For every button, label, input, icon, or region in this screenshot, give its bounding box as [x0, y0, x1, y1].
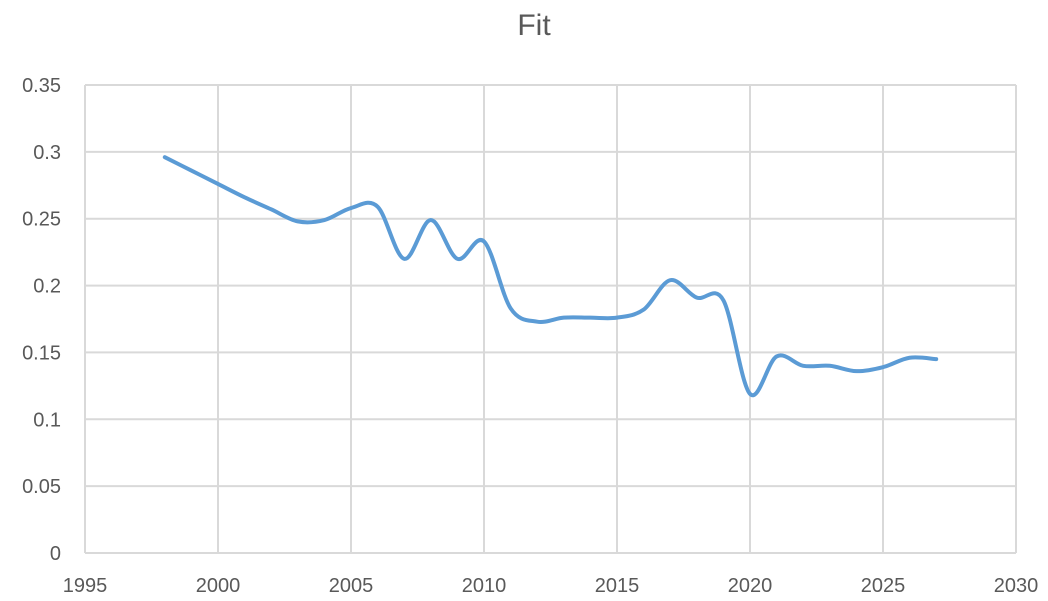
chart-title: Fit: [517, 9, 551, 42]
y-tick-label: 0.25: [22, 209, 61, 231]
y-tick-label: 0.15: [22, 342, 61, 364]
y-tick-label: 0.1: [33, 409, 61, 431]
x-tick-label: 2000: [196, 575, 241, 597]
x-tick-label: 2020: [728, 575, 773, 597]
y-tick-label: 0: [50, 543, 61, 565]
y-tick-label: 0.05: [22, 476, 61, 498]
x-axis-tick-labels: 1995 2000 2005 2010 2015 2020 2025 2030: [63, 575, 1039, 597]
x-tick-label: 1995: [63, 575, 108, 597]
x-tick-label: 2005: [329, 575, 374, 597]
x-tick-label: 2030: [994, 575, 1039, 597]
y-axis-tick-labels: 0 0.05 0.1 0.15 0.2 0.25 0.3 0.35: [22, 75, 61, 565]
x-tick-label: 2010: [462, 575, 507, 597]
x-tick-label: 2015: [595, 575, 640, 597]
y-tick-label: 0.3: [33, 142, 61, 164]
series-group: [162, 155, 939, 398]
series-line: [162, 155, 939, 398]
y-tick-label: 0.35: [22, 75, 61, 97]
x-tick-label: 2025: [861, 575, 906, 597]
y-tick-label: 0.2: [33, 276, 61, 298]
